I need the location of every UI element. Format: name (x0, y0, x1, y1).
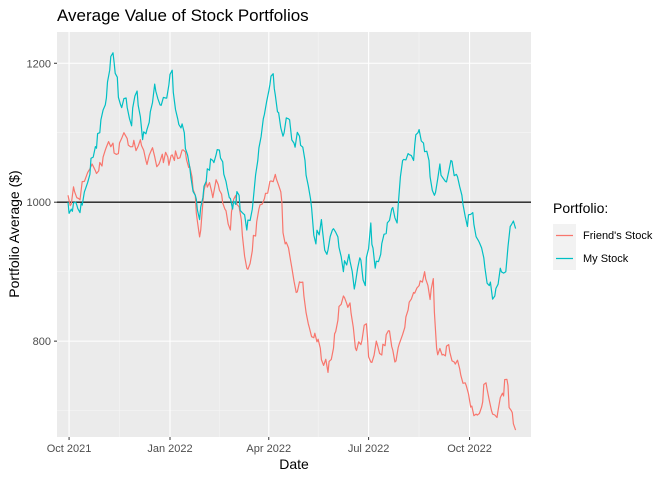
y-tick-label: 800 (33, 336, 51, 348)
x-tick-label: Jul 2022 (348, 443, 390, 455)
y-axis: 800 1000 1200 (27, 58, 57, 348)
x-axis: Oct 2021 Jan 2022 Apr 2022 Jul 2022 Oct 2022 (47, 437, 492, 455)
y-axis-title: Portfolio Average ($) (6, 170, 22, 297)
x-tick-label: Oct 2022 (447, 443, 492, 455)
x-axis-title: Date (279, 456, 309, 472)
legend-label: My Stock (583, 253, 629, 265)
series-line (67, 132, 517, 431)
chart-title: Average Value of Stock Portfolios (57, 6, 309, 25)
x-tick-label: Jan 2022 (147, 443, 192, 455)
legend-title: Portfolio: (553, 200, 608, 216)
plot-panel (57, 32, 531, 437)
y-tick-label: 1200 (27, 58, 51, 70)
legend: Portfolio: Friend's Stock My Stock (553, 200, 653, 270)
y-tick-label: 1000 (27, 197, 51, 209)
x-tick-label: Apr 2022 (246, 443, 291, 455)
x-tick-label: Oct 2021 (47, 443, 92, 455)
series-lines (67, 52, 517, 431)
series-line (67, 52, 517, 300)
legend-label: Friend's Stock (583, 230, 653, 242)
